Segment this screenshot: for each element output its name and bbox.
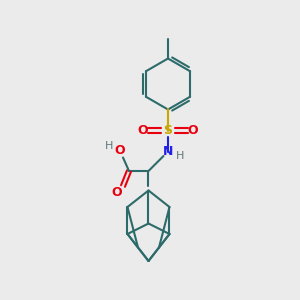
Text: S: S xyxy=(164,124,172,137)
Text: O: O xyxy=(112,185,122,199)
Text: N: N xyxy=(163,145,173,158)
Text: H: H xyxy=(105,140,114,151)
Text: O: O xyxy=(188,124,198,137)
Text: O: O xyxy=(138,124,148,137)
Text: O: O xyxy=(115,143,125,157)
Text: H: H xyxy=(176,151,184,161)
